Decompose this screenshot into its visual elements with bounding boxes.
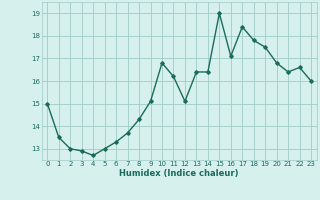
X-axis label: Humidex (Indice chaleur): Humidex (Indice chaleur)	[119, 169, 239, 178]
